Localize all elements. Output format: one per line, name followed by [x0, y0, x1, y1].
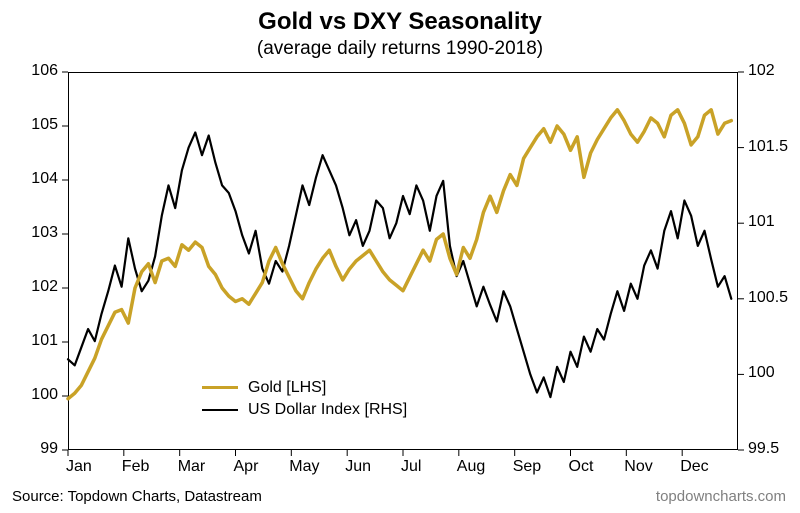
x-tick-label: Jul: [401, 458, 451, 476]
x-tick-label: Sep: [513, 458, 563, 476]
x-tick-label: May: [289, 458, 339, 476]
y-right-tick-label: 99.5: [748, 440, 798, 458]
y-left-tick-label: 106: [0, 62, 58, 80]
x-tick-label: Dec: [680, 458, 730, 476]
x-tick-label: Apr: [234, 458, 284, 476]
legend: Gold [LHS] US Dollar Index [RHS]: [202, 379, 407, 423]
x-tick-label: Mar: [178, 458, 228, 476]
y-left-tick-label: 105: [0, 116, 58, 134]
x-tick-label: Aug: [457, 458, 507, 476]
y-left-tick-label: 104: [0, 170, 58, 188]
watermark: topdowncharts.com: [656, 488, 786, 505]
x-tick-label: Oct: [569, 458, 619, 476]
legend-label: Gold [LHS]: [248, 379, 326, 397]
legend-item-dxy: US Dollar Index [RHS]: [202, 401, 407, 419]
y-left-tick-label: 102: [0, 278, 58, 296]
legend-item-gold: Gold [LHS]: [202, 379, 407, 397]
y-right-tick-label: 102: [748, 62, 798, 80]
y-left-tick-label: 103: [0, 224, 58, 242]
x-tick-label: Nov: [624, 458, 674, 476]
y-left-tick-label: 100: [0, 386, 58, 404]
legend-label: US Dollar Index [RHS]: [248, 401, 407, 419]
y-right-tick-label: 101.5: [748, 138, 798, 156]
chart-container: Gold vs DXY Seasonality (average daily r…: [0, 0, 800, 513]
source-text: Source: Topdown Charts, Datastream: [12, 488, 262, 505]
legend-swatch: [202, 409, 238, 411]
y-right-tick-label: 101: [748, 213, 798, 231]
chart-svg: [0, 0, 800, 513]
y-left-tick-label: 99: [0, 440, 58, 458]
x-tick-label: Jan: [66, 458, 116, 476]
y-right-tick-label: 100: [748, 364, 798, 382]
x-tick-label: Jun: [345, 458, 395, 476]
y-left-tick-label: 101: [0, 332, 58, 350]
legend-swatch: [202, 386, 238, 389]
y-right-tick-label: 100.5: [748, 289, 798, 307]
x-tick-label: Feb: [122, 458, 172, 476]
